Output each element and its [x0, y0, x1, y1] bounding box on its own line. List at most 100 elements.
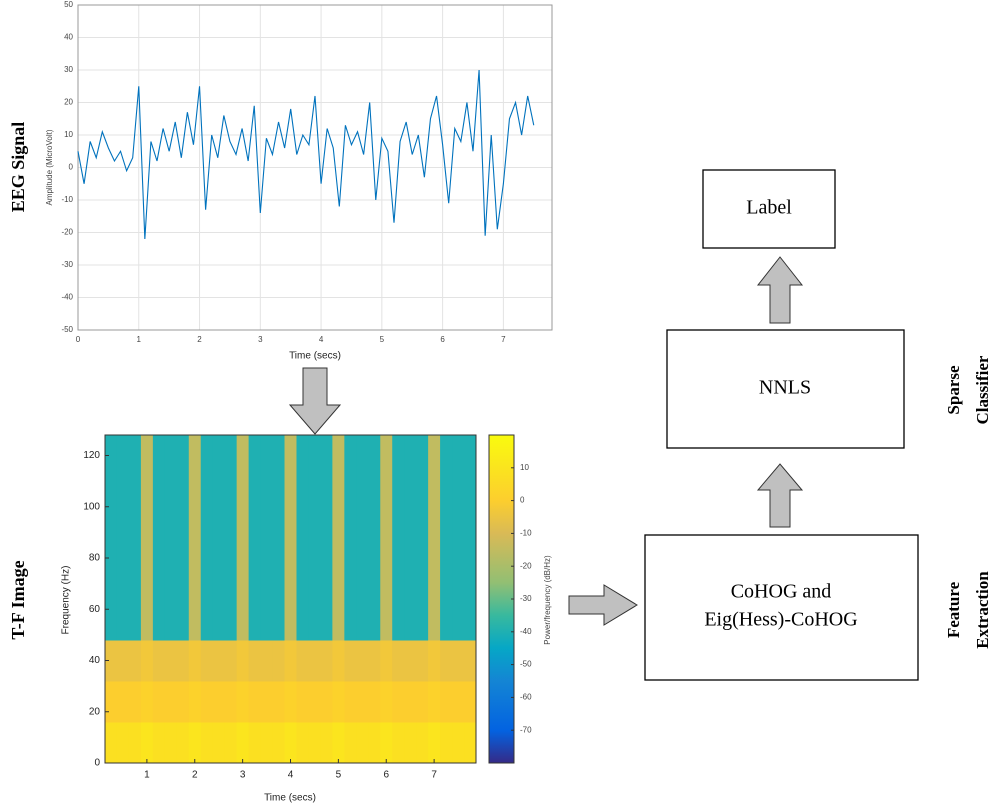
heat-cell [224, 476, 238, 518]
arrow-up [756, 256, 804, 324]
heat-cell [440, 599, 453, 641]
heat-cell [248, 640, 262, 682]
heat-cell [176, 599, 190, 641]
heat-cell [392, 558, 405, 600]
heat-cell [224, 558, 238, 600]
heat-cell [332, 517, 345, 559]
panel-label: EEG Signal [8, 122, 28, 213]
heat-cell [224, 599, 238, 641]
heat-cell [464, 558, 477, 600]
x-tick-label: 0 [76, 335, 81, 344]
heat-cell [152, 599, 166, 641]
heat-cell [332, 640, 345, 682]
heat-cell [260, 599, 274, 641]
heat-cell [332, 476, 345, 518]
heat-cell [188, 517, 202, 559]
heat-cell [464, 517, 477, 559]
heat-cell [152, 435, 166, 477]
heat-cell [428, 476, 441, 518]
colorbar-tick-label: -60 [520, 693, 532, 702]
heat-cell [212, 722, 226, 764]
heat-cell [140, 517, 154, 559]
heat-cell [248, 476, 262, 518]
heat-cell [236, 517, 250, 559]
heat-cell [308, 640, 321, 682]
heat-cell [380, 599, 393, 641]
heat-cell [344, 558, 357, 600]
heat-cell [296, 517, 309, 559]
y-tick-label: -50 [61, 325, 73, 334]
colorbar-tick-label: -30 [520, 594, 532, 603]
heat-cell [200, 558, 214, 600]
heat-cell [440, 435, 453, 477]
heat-cell [320, 476, 333, 518]
x-axis-label: Time (secs) [289, 351, 341, 362]
heat-cell [140, 476, 154, 518]
heat-cell [416, 722, 429, 764]
heat-cell [428, 681, 441, 723]
heat-cell [320, 681, 333, 723]
plot-frame [77, 4, 553, 331]
node-box [666, 329, 905, 449]
side-label: Sparse [944, 365, 963, 415]
heat-cell [248, 722, 262, 764]
heat-cell [404, 558, 417, 600]
heat-cell [464, 640, 477, 682]
heat-cell [428, 722, 441, 764]
x-tick-label: 4 [319, 335, 324, 344]
heat-cell [200, 435, 214, 477]
y-tick-label: 20 [89, 706, 101, 717]
heat-cell [392, 722, 405, 764]
heat-cell [380, 435, 393, 477]
heat-cell [284, 640, 297, 682]
heat-cell [296, 681, 309, 723]
heat-cell [224, 681, 238, 723]
heat-cell [404, 681, 417, 723]
heat-cell [248, 599, 262, 641]
y-tick-label: 30 [64, 65, 73, 74]
heat-cell [212, 435, 226, 477]
heat-cell [452, 435, 465, 477]
heat-cell [248, 517, 262, 559]
heat-cell [164, 681, 178, 723]
heat-cell [248, 435, 262, 477]
heat-cell [416, 435, 429, 477]
heat-cell [212, 558, 226, 600]
heat-cell [392, 435, 405, 477]
heat-cell [116, 435, 130, 477]
heat-cell [212, 476, 226, 518]
node-label: Eig(Hess)-CoHOG [704, 609, 857, 631]
heat-cell [392, 599, 405, 641]
heat-cell [224, 435, 238, 477]
heat-cell [368, 476, 381, 518]
heat-cell [260, 558, 274, 600]
heat-cell [116, 599, 130, 641]
heat-cell [105, 435, 118, 477]
heat-cell [272, 722, 286, 764]
heat-cell [332, 599, 345, 641]
y-tick-label: -10 [61, 195, 73, 204]
heat-cell [272, 558, 286, 600]
heat-cell [308, 681, 321, 723]
heat-cell [224, 640, 238, 682]
heat-cell [176, 640, 190, 682]
x-tick-label: 6 [440, 335, 445, 344]
heat-cell [308, 722, 321, 764]
heat-cell [200, 599, 214, 641]
heat-cell [404, 599, 417, 641]
heat-cell [332, 722, 345, 764]
heat-cell [404, 435, 417, 477]
heat-cell [224, 517, 238, 559]
y-tick-label: 20 [64, 98, 73, 107]
x-tick-label: 3 [240, 770, 246, 781]
heat-cell [116, 722, 130, 764]
colorbar-label: Power/frequency (dB/Hz) [543, 555, 552, 645]
heat-cell [152, 517, 166, 559]
heat-cell [284, 435, 297, 477]
heat-cell [164, 722, 178, 764]
heat-cell [344, 435, 357, 477]
heat-cell [188, 558, 202, 600]
heat-cell [200, 681, 214, 723]
heat-cell [416, 599, 429, 641]
node-box [702, 169, 836, 249]
